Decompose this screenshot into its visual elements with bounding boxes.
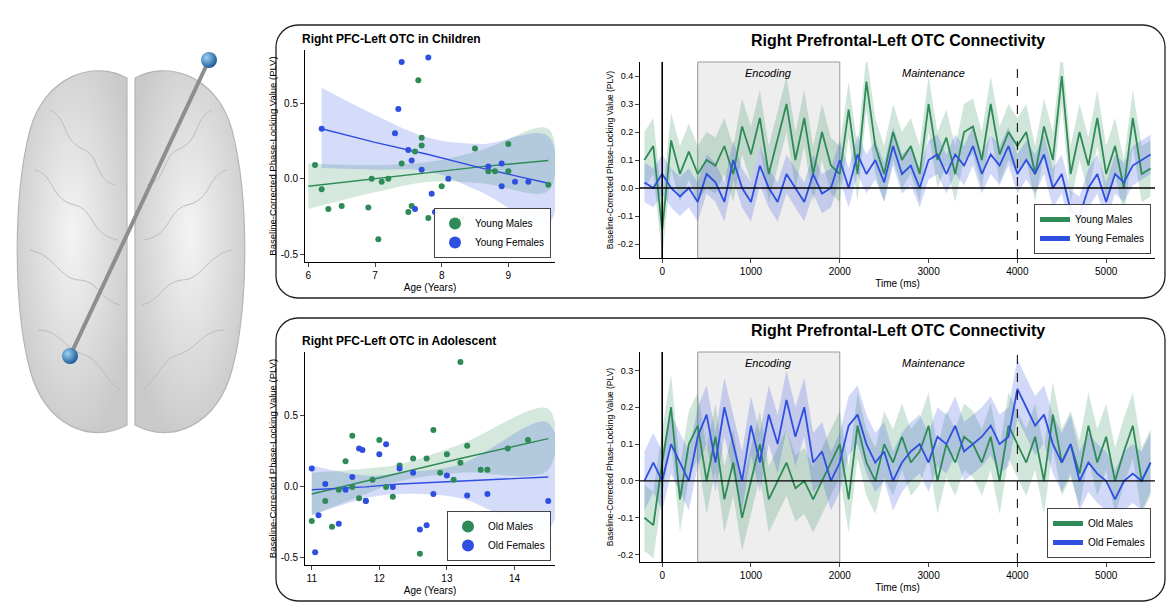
svg-text:Right PFC-Left OTC in Adolesce: Right PFC-Left OTC in Adolescent <box>302 334 496 348</box>
svg-text:Encoding: Encoding <box>745 357 792 369</box>
svg-text:Baseline-Corrected Phase-Locki: Baseline-Corrected Phase-Locking Value (… <box>605 71 615 249</box>
svg-text:-0.5: -0.5 <box>281 552 299 563</box>
svg-text:0.0: 0.0 <box>284 481 298 492</box>
svg-text:9: 9 <box>506 270 512 281</box>
svg-text:Baseline-Corrected Phase-Locki: Baseline-Corrected Phase-Locking Value (… <box>267 359 278 558</box>
svg-text:0.0: 0.0 <box>621 183 634 193</box>
svg-text:Young Males: Young Males <box>1075 214 1132 225</box>
svg-text:3000: 3000 <box>917 570 940 581</box>
svg-text:Maintenance: Maintenance <box>902 67 965 79</box>
svg-text:-0.2: -0.2 <box>618 550 634 560</box>
svg-text:Old Males: Old Males <box>1088 518 1133 529</box>
svg-text:4000: 4000 <box>1006 266 1029 277</box>
svg-text:0.0: 0.0 <box>284 173 298 184</box>
svg-text:Old Females: Old Females <box>488 540 545 551</box>
svg-text:Encoding: Encoding <box>745 67 792 79</box>
svg-text:Old Females: Old Females <box>1088 537 1145 548</box>
svg-text:0.3: 0.3 <box>621 366 634 376</box>
svg-text:Old Males: Old Males <box>488 521 533 532</box>
svg-text:5000: 5000 <box>1095 266 1118 277</box>
svg-text:3000: 3000 <box>917 266 940 277</box>
svg-text:6: 6 <box>306 270 312 281</box>
svg-text:Time (ms): Time (ms) <box>875 582 920 593</box>
svg-text:-0.5: -0.5 <box>281 249 299 260</box>
svg-text:0: 0 <box>659 570 665 581</box>
svg-text:1000: 1000 <box>740 266 763 277</box>
svg-text:0.5: 0.5 <box>284 410 298 421</box>
svg-text:Right PFC-Left OTC in Children: Right PFC-Left OTC in Children <box>302 32 481 46</box>
svg-text:0.3: 0.3 <box>621 99 634 109</box>
svg-text:0.2: 0.2 <box>621 402 634 412</box>
svg-text:Young Females: Young Females <box>1075 233 1144 244</box>
svg-text:5000: 5000 <box>1095 570 1118 581</box>
svg-text:12: 12 <box>374 573 386 584</box>
svg-text:14: 14 <box>509 573 521 584</box>
svg-text:Right Prefrontal-Left OTC Conn: Right Prefrontal-Left OTC Connectivity <box>751 322 1045 339</box>
svg-text:11: 11 <box>307 573 318 584</box>
svg-text:0.4: 0.4 <box>621 71 634 81</box>
svg-text:0.1: 0.1 <box>621 155 634 165</box>
svg-text:Age (Years): Age (Years) <box>404 282 456 293</box>
svg-text:Maintenance: Maintenance <box>902 357 965 369</box>
svg-text:0.2: 0.2 <box>621 127 634 137</box>
svg-text:-0.1: -0.1 <box>618 513 634 523</box>
svg-text:2000: 2000 <box>829 266 852 277</box>
svg-text:2000: 2000 <box>829 570 852 581</box>
svg-text:Young Males: Young Males <box>475 218 532 229</box>
svg-text:13: 13 <box>441 573 453 584</box>
svg-text:0.1: 0.1 <box>621 439 634 449</box>
svg-text:-0.1: -0.1 <box>618 211 634 221</box>
svg-text:4000: 4000 <box>1006 570 1029 581</box>
svg-text:7: 7 <box>372 270 378 281</box>
svg-text:1000: 1000 <box>740 570 763 581</box>
svg-text:Young Females: Young Females <box>475 237 544 248</box>
svg-text:Time (ms): Time (ms) <box>875 278 920 289</box>
svg-text:0: 0 <box>659 266 665 277</box>
svg-text:Baseline-Corrected Phase-Locki: Baseline-Corrected Phase-Locking Value (… <box>267 56 278 255</box>
svg-text:Age (Years): Age (Years) <box>404 585 456 596</box>
svg-text:Baseline-Corrected Phase-Locki: Baseline-Corrected Phase-Locking Value (… <box>605 368 615 546</box>
svg-text:-0.2: -0.2 <box>618 239 634 249</box>
svg-text:8: 8 <box>439 270 445 281</box>
svg-text:0.5: 0.5 <box>284 98 298 109</box>
svg-text:0.0: 0.0 <box>621 476 634 486</box>
svg-text:Right Prefrontal-Left OTC Conn: Right Prefrontal-Left OTC Connectivity <box>751 32 1045 49</box>
